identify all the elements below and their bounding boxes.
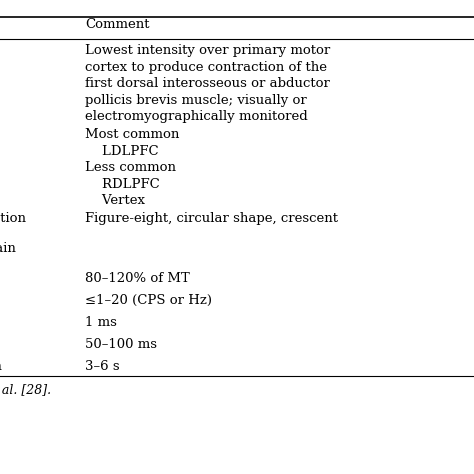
Text: Figure-eight, circular shape, crescent: Figure-eight, circular shape, crescent bbox=[85, 212, 338, 225]
Text: 50–100 ms: 50–100 ms bbox=[85, 337, 157, 351]
Text: Adapted from Janicak et al. [28].: Adapted from Janicak et al. [28]. bbox=[0, 384, 52, 398]
Text: Comment: Comment bbox=[85, 18, 149, 30]
Text: 1 ms: 1 ms bbox=[85, 316, 117, 328]
Text: Most common
    LDLPFC
Less common
    RDLPFC
    Vertex: Most common LDLPFC Less common RDLPFC Ve… bbox=[85, 128, 179, 207]
Text: 80–120% of MT: 80–120% of MT bbox=[85, 272, 190, 285]
Text: Lowest intensity over primary motor
cortex to produce contraction of the
first d: Lowest intensity over primary motor cort… bbox=[85, 44, 330, 123]
Text: ≤1–20 (CPS or Hz): ≤1–20 (CPS or Hz) bbox=[85, 294, 212, 307]
Text: 3–6 s: 3–6 s bbox=[85, 360, 119, 373]
Text: Stimulus pulse(s) or train: Stimulus pulse(s) or train bbox=[0, 242, 16, 255]
Text: Stimulus train duration: Stimulus train duration bbox=[0, 360, 2, 373]
Text: Stimulus coil configuration: Stimulus coil configuration bbox=[0, 212, 26, 225]
